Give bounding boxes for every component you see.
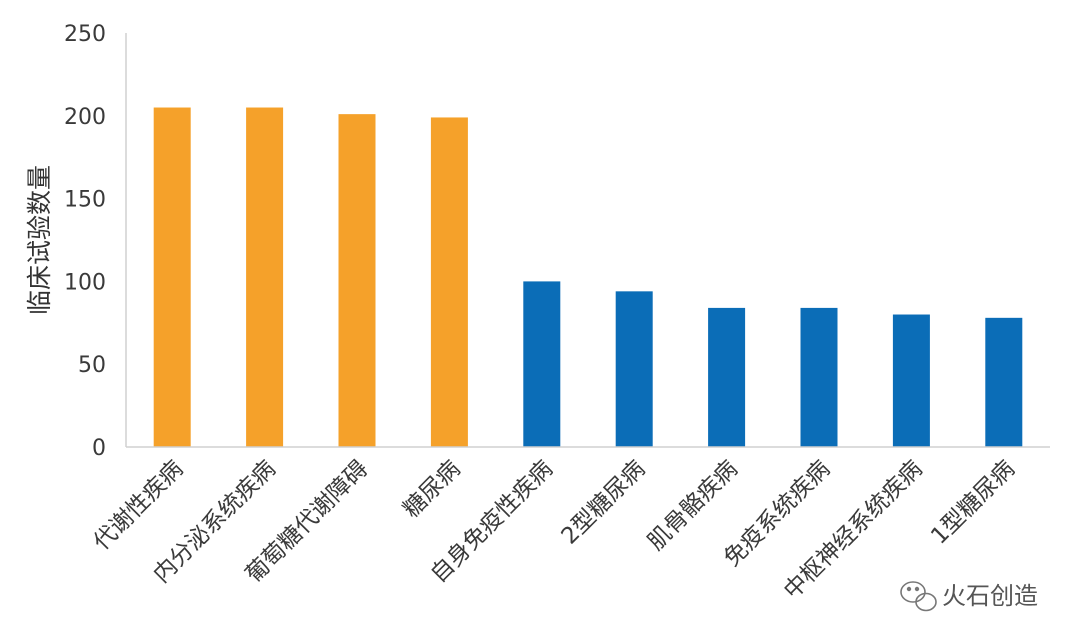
bar-3: [430, 117, 468, 448]
watermark-text: 火石创造: [942, 582, 1038, 610]
x-tick-label: 2型糖尿病: [557, 456, 651, 550]
wechat-icon: [900, 581, 937, 612]
x-tick-label: 代谢性疾病: [89, 456, 189, 556]
bar-0: [153, 107, 191, 448]
y-tick-label: 150: [64, 188, 106, 213]
bar-1: [246, 107, 284, 448]
bar-4: [523, 281, 561, 447]
x-tick-label: 糖尿病: [398, 456, 465, 523]
watermark: 火石创造: [900, 581, 1038, 612]
bar-7: [800, 307, 838, 447]
y-axis-label: 临床试验数量: [25, 165, 54, 315]
y-tick-label: 0: [92, 436, 106, 461]
x-tick-label: 1型糖尿病: [926, 456, 1020, 550]
bar-2: [338, 114, 376, 448]
bars: [153, 107, 1023, 448]
y-tick-label: 100: [64, 270, 106, 295]
bar-8: [892, 314, 930, 447]
y-tick-label: 50: [78, 353, 106, 378]
y-tick-label: 200: [64, 105, 106, 130]
bar-9: [985, 317, 1023, 447]
bar-6: [708, 307, 746, 447]
y-tick-label: 250: [64, 22, 106, 47]
bar-5: [615, 291, 653, 447]
x-tick-label: 肌骨骼疾病: [643, 456, 743, 556]
y-ticks: 0 50 100 150 200 250: [64, 22, 106, 461]
